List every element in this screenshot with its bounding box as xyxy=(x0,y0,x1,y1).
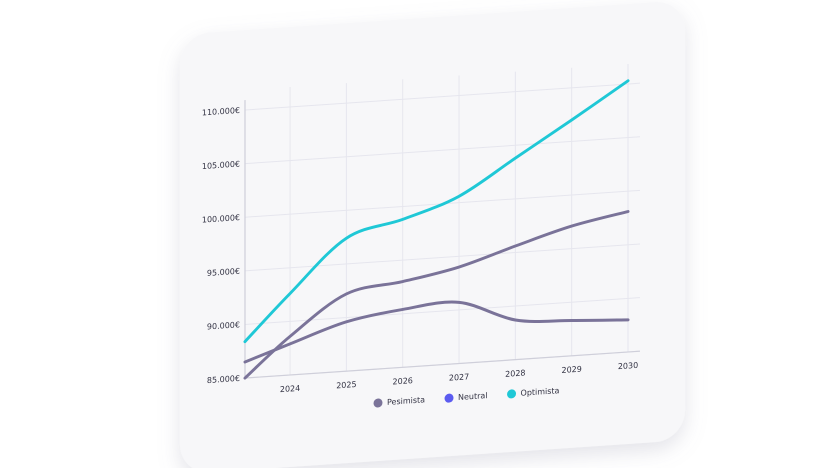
x-tick-label: 2028 xyxy=(505,368,525,378)
y-tick-label: 110.000€ xyxy=(202,106,240,118)
card xyxy=(180,2,685,472)
legend-marker xyxy=(507,389,517,399)
y-tick-label: 90.000€ xyxy=(207,320,240,331)
x-tick-label: 2026 xyxy=(393,376,413,386)
x-axis xyxy=(245,350,640,379)
plot: 85.000€ 90.000€ 95.000€ 100.000€ 105.000€ 110… xyxy=(202,63,640,408)
legend-label: Neutral xyxy=(458,391,487,402)
x-tick-label: 2027 xyxy=(449,372,469,382)
grid-line xyxy=(245,82,640,111)
series-line xyxy=(243,300,630,364)
x-tick-label: 2030 xyxy=(618,361,638,371)
x-tick-label: 2029 xyxy=(562,365,582,375)
y-tick-label: 85.000€ xyxy=(207,374,240,385)
legend-marker xyxy=(373,398,383,408)
legend-label: Optimista xyxy=(521,386,560,398)
x-tick-label: 2025 xyxy=(336,380,356,390)
grid-line xyxy=(245,243,640,272)
x-tick-label: 2024 xyxy=(280,384,300,394)
series-line xyxy=(243,210,630,380)
legend-label: Pesimista xyxy=(387,395,425,407)
y-tick-label: 100.000€ xyxy=(202,213,240,225)
y-tick-label: 95.000€ xyxy=(207,267,240,278)
grid-line xyxy=(245,136,640,165)
y-tick-label: 105.000€ xyxy=(202,159,240,171)
card-group: 85.000€ 90.000€ 95.000€ 100.000€ 105.000€ 110… xyxy=(180,2,685,472)
series-line xyxy=(243,79,630,344)
legend-marker xyxy=(444,393,454,403)
